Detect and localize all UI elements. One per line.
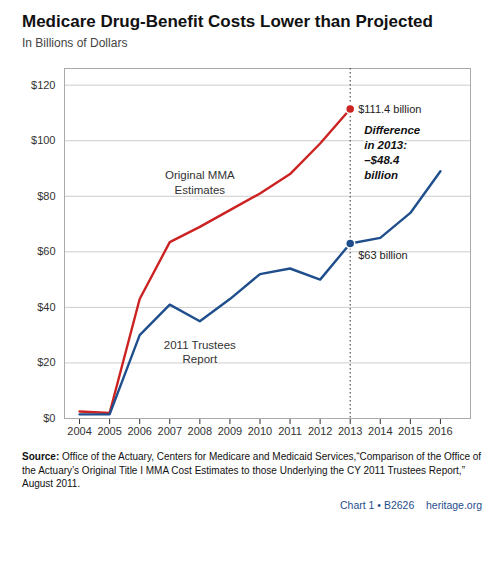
svg-text:Original MMAEstimates: Original MMAEstimates [165, 169, 235, 195]
svg-text:2014: 2014 [368, 425, 392, 437]
svg-text:$40: $40 [37, 301, 55, 313]
svg-text:2013: 2013 [338, 425, 362, 437]
svg-text:2005: 2005 [97, 425, 121, 437]
svg-text:Differencein 2013:–$48.4billio: Differencein 2013:–$48.4billion [364, 124, 421, 181]
html-text:Chart 1 • B2626 heritage.org: Chart 1 • B2626 heritage.org [340, 498, 482, 511]
svg-text:2010: 2010 [248, 425, 272, 437]
svg-text:2012: 2012 [308, 425, 332, 437]
svg-text:$0: $0 [43, 412, 55, 424]
svg-text:2008: 2008 [188, 425, 212, 437]
svg-text:2009: 2009 [218, 425, 242, 437]
svg-text:2006: 2006 [127, 425, 151, 437]
svg-text:$60: $60 [37, 245, 55, 257]
html-text:Source: Office of the Actuary,: Source: Office of the Actuary, Centers f… [22, 451, 482, 489]
svg-text:$100: $100 [31, 134, 55, 146]
svg-text:2016: 2016 [428, 425, 452, 437]
html-text:Medicare Drug-Benefit Costs Lo: Medicare Drug-Benefit Costs Lower than P… [22, 12, 433, 31]
svg-text:2007: 2007 [158, 425, 182, 437]
html-text:In Billions of Dollars: In Billions of Dollars [22, 36, 128, 50]
svg-text:2011: 2011 [278, 425, 302, 437]
svg-text:2011 TrusteesReport: 2011 TrusteesReport [164, 339, 236, 365]
svg-text:$20: $20 [37, 356, 55, 368]
svg-text:2015: 2015 [398, 425, 422, 437]
svg-text:$120: $120 [31, 79, 55, 91]
svg-text:$63 billion: $63 billion [358, 249, 408, 261]
svg-text:$111.4 billion: $111.4 billion [358, 103, 421, 115]
svg-text:2004: 2004 [67, 425, 91, 437]
svg-text:$80: $80 [37, 190, 55, 202]
